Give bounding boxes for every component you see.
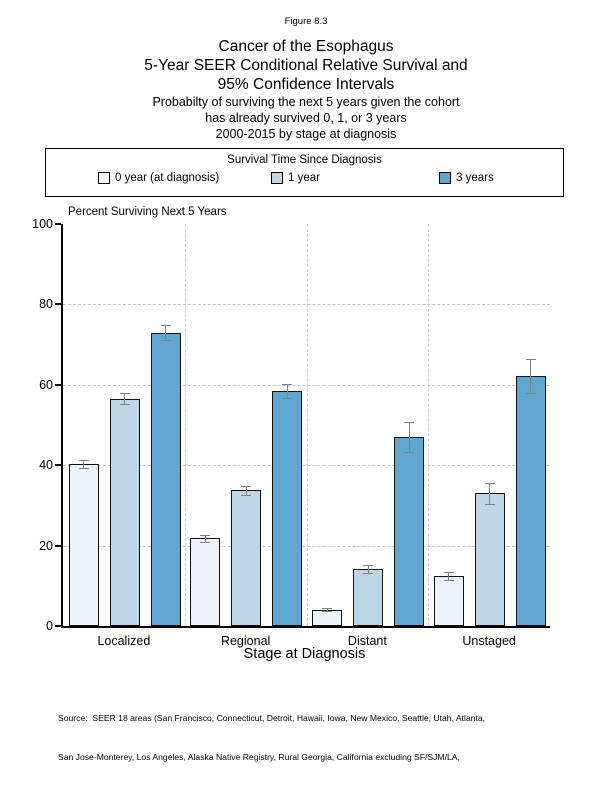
ci-cap-top-0-year-regional <box>200 534 211 536</box>
y-tick-80 <box>55 303 61 306</box>
chart-subtitle-line-2: has already survived 0, 1, or 3 years <box>205 111 407 125</box>
chart-subtitle-line-1: Probabilty of surviving the next 5 years… <box>152 95 460 109</box>
y-tick-label-80: 80 <box>39 297 53 312</box>
legend-swatch-1-year-icon <box>271 172 283 184</box>
ci-cap-bottom-3-years-unstaged <box>525 393 536 395</box>
ci-cap-top-1-year-distant <box>363 565 373 567</box>
plot-area: 0 20 40 60 80 100 Localized Regional Distant Unst… <box>32 217 550 648</box>
ci-cap-bottom-0-year-unstaged <box>443 579 454 581</box>
ci-3-years-localized <box>165 325 166 340</box>
ci-cap-top-3-years-unstaged <box>525 358 536 360</box>
ci-cap-top-1-year-regional <box>241 485 252 487</box>
bar-3-years-unstaged <box>515 375 546 626</box>
ci-1-year-unstaged <box>489 483 491 504</box>
ci-cap-bottom-0-year-distant <box>322 611 332 613</box>
footnotes: Source: SEER 18 areas (San Francisco, Co… <box>58 686 570 792</box>
legend-label-1-year: 1 year <box>288 172 320 184</box>
y-tick-60 <box>55 383 61 386</box>
y-tick-0 <box>55 625 61 627</box>
legend-title: Survival Time Since Diagnosis <box>227 154 382 166</box>
ci-cap-top-1-year-localized <box>119 393 130 395</box>
category-label-localized: Localized <box>97 634 151 648</box>
y-tick-100 <box>55 223 61 225</box>
bar-1-year-localized <box>109 398 140 626</box>
group-separator-1 <box>184 224 186 626</box>
bar-0-year-unstaged <box>433 575 464 626</box>
y-tick-40 <box>55 464 61 467</box>
ci-1-year-localized <box>124 393 125 405</box>
ci-0-year-localized <box>83 459 84 468</box>
legend-label-0-year: 0 year (at diagnosis) <box>115 172 220 184</box>
ci-1-year-distant <box>367 565 369 573</box>
ci-cap-top-0-year-unstaged <box>443 571 454 573</box>
ci-cap-bottom-1-year-distant <box>363 572 373 574</box>
legend-swatch-3-years-icon <box>439 172 451 184</box>
ci-cap-bottom-3-years-distant <box>404 451 414 453</box>
legend-swatch-0-year-icon <box>98 172 110 184</box>
ci-cap-bottom-0-year-regional <box>200 541 211 543</box>
ci-cap-top-1-year-unstaged <box>484 483 495 485</box>
category-label-distant: Distant <box>347 634 387 648</box>
ci-0-year-regional <box>204 534 206 542</box>
legend-item-3-years: 3 years <box>439 172 494 184</box>
ci-3-years-distant <box>408 422 410 452</box>
group-separator-2 <box>306 224 308 626</box>
category-label-unstaged: Unstaged <box>462 634 516 648</box>
y-tick-20 <box>55 544 61 547</box>
ci-cap-bottom-3-years-localized <box>160 339 171 341</box>
legend-items: 0 year (at diagnosis) 1 year 3 years <box>46 172 563 194</box>
ci-cap-bottom-0-year-localized <box>78 467 89 469</box>
bar-3-years-regional <box>272 390 303 626</box>
ci-3-years-regional <box>286 383 288 399</box>
y-tick-label-20: 20 <box>39 538 53 553</box>
chart-title-line-1: Cancer of the Esophagus <box>218 38 394 55</box>
y-tick-label-100: 100 <box>32 217 53 231</box>
bar-0-year-localized <box>68 463 99 626</box>
chart-title-line-3: 95% Confidence Intervals <box>217 76 395 93</box>
x-axis-title: Stage at Diagnosis <box>243 646 366 662</box>
ci-0-year-distant <box>326 607 328 612</box>
legend-item-1-year: 1 year <box>271 172 320 184</box>
figure-number: Figure 8.3 <box>284 16 328 27</box>
ci-cap-bottom-1-year-localized <box>119 404 130 406</box>
ci-cap-top-3-years-distant <box>404 422 414 424</box>
ci-cap-top-3-years-regional <box>282 383 293 385</box>
chart-title-line-2: 5-Year SEER Conditional Relative Surviva… <box>144 57 468 74</box>
legend-label-3-years: 3 years <box>456 172 494 184</box>
group-separator-3 <box>428 224 430 626</box>
ci-cap-bottom-1-year-regional <box>241 494 252 496</box>
ci-0-year-unstaged <box>448 571 450 580</box>
ci-cap-bottom-3-years-regional <box>282 398 293 400</box>
ci-cap-top-0-year-distant <box>322 607 332 609</box>
bar-1-year-distant <box>353 568 383 626</box>
category-label-regional: Regional <box>220 634 271 648</box>
ci-cap-top-0-year-localized <box>78 459 89 461</box>
chart-subtitle-line-3: 2000-2015 by stage at diagnosis <box>215 127 397 141</box>
legend-item-0-year: 0 year (at diagnosis) <box>98 172 219 184</box>
ci-3-years-unstaged <box>530 358 532 394</box>
footnote-source-line-1: Source: SEER 18 areas (San Francisco, Co… <box>58 713 486 723</box>
y-tick-label-0: 0 <box>46 619 53 633</box>
bar-0-year-regional <box>190 538 221 626</box>
bar-1-year-unstaged <box>474 493 505 626</box>
y-tick-label-40: 40 <box>39 458 53 473</box>
footnote-source-line-2: San Jose-Monterey, Los Angeles, Alaska N… <box>58 752 460 762</box>
ci-cap-bottom-1-year-unstaged <box>484 503 495 505</box>
ci-1-year-regional <box>245 485 247 495</box>
bar-1-year-regional <box>231 490 262 626</box>
bar-3-years-distant <box>394 437 424 626</box>
ci-cap-top-3-years-localized <box>160 325 171 327</box>
y-axis-header: Percent Surviving Next 5 Years <box>68 206 227 218</box>
bar-3-years-localized <box>150 332 181 626</box>
title-block: Cancer of the Esophagus 5-Year SEER Cond… <box>0 37 612 142</box>
y-tick-label-60: 60 <box>39 377 53 392</box>
legend: Survival Time Since Diagnosis 0 year (at… <box>45 148 564 197</box>
